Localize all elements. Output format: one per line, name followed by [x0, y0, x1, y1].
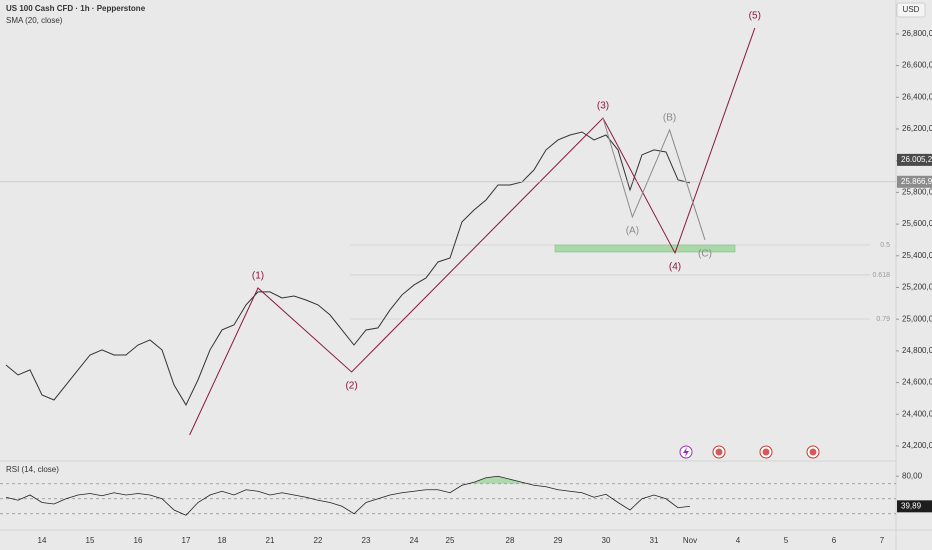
y-tick-label: 26,200,0	[902, 124, 932, 133]
fib-label: 0.618	[872, 272, 890, 279]
x-tick-label: 16	[134, 536, 143, 545]
waves-label: (2)	[345, 381, 357, 392]
x-tick-label: 25	[446, 536, 455, 545]
rsi-line	[5, 475, 691, 516]
y-tick-label: 80,00	[902, 471, 923, 480]
y-tick-label: 26,400,0	[902, 92, 932, 101]
fib-label: 0.79	[876, 316, 890, 323]
x-tick-label: 30	[602, 536, 611, 545]
rsi-overbought-fill	[6, 476, 690, 484]
x-tick-label: 14	[38, 536, 47, 545]
y-tick-label: 24,600,0	[902, 378, 932, 387]
target-zone	[554, 244, 736, 253]
y-tick-label: 25,200,0	[902, 283, 932, 292]
x-tick-label: 21	[266, 536, 275, 545]
price-label: 39,89	[901, 501, 922, 510]
y-tick-label: 25,000,0	[902, 314, 932, 323]
price-label-box	[897, 153, 932, 166]
currency-box[interactable]	[896, 2, 926, 18]
x-tick-label: 4	[736, 536, 741, 545]
waves-label: (1)	[252, 271, 264, 282]
event-icons[interactable]	[679, 445, 820, 459]
currency: USD	[903, 5, 920, 14]
waves-label: (3)	[597, 101, 609, 112]
x-tick-label: 24	[410, 536, 419, 545]
price-line	[5, 131, 691, 406]
y-tick-label: 26,800,0	[902, 29, 932, 38]
corrective-label: (A)	[626, 226, 639, 237]
x-tick-label: 6	[832, 536, 837, 545]
waves-path	[189, 27, 756, 436]
y-tick-label: 25,600,0	[902, 219, 932, 228]
price-label-box	[897, 175, 932, 188]
x-tick-label: 23	[362, 536, 371, 545]
x-tick-label: 15	[86, 536, 95, 545]
x-tick-label: 18	[218, 536, 227, 545]
x-tick-label: 31	[650, 536, 659, 545]
y-tick-label: 25,800,0	[902, 188, 932, 197]
y-tick-label: 24,400,0	[902, 409, 932, 418]
fib-label: 0.5	[880, 242, 890, 249]
rsi-title: RSI (14, close)	[6, 465, 59, 474]
y-tick-label: 24,800,0	[902, 346, 932, 355]
corrective-label: (B)	[663, 113, 676, 124]
x-tick-label: 28	[506, 536, 515, 545]
x-tick-label: 22	[314, 536, 323, 545]
price-label: 25.866,9	[901, 177, 932, 186]
corrective-path	[602, 117, 706, 241]
waves-label: (5)	[749, 11, 761, 22]
y-tick-label: 25,400,0	[902, 251, 932, 260]
y-tick-label: 26,600,0	[902, 61, 932, 70]
waves-label: (4)	[669, 262, 681, 273]
y-tick-label: 24,200,0	[902, 441, 932, 450]
x-tick-label: 7	[880, 536, 885, 545]
x-tick-label: 29	[554, 536, 563, 545]
price-label-box	[897, 500, 932, 513]
x-tick-label: 17	[182, 536, 191, 545]
symbol-title: US 100 Cash CFD · 1h · Pepperstone	[6, 4, 146, 13]
price-label: 26.005,2	[901, 155, 932, 164]
indicator-label: SMA (20, close)	[6, 16, 63, 25]
x-tick-label: 5	[784, 536, 789, 545]
x-tick-label: Nov	[683, 536, 697, 545]
corrective-label: (C)	[698, 249, 712, 260]
